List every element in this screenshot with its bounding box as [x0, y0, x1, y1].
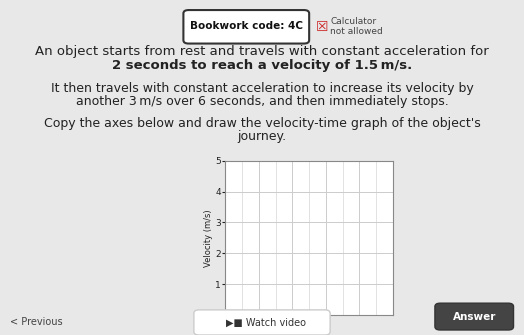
Text: Calculator: Calculator [330, 17, 376, 26]
Text: another 3 m/s over 6 seconds, and then immediately stops.: another 3 m/s over 6 seconds, and then i… [75, 95, 449, 108]
Text: journey.: journey. [237, 130, 287, 143]
Text: 2 seconds to reach a velocity of 1.5 m/s.: 2 seconds to reach a velocity of 1.5 m/s… [112, 59, 412, 72]
Text: An object starts from rest and travels with constant acceleration for: An object starts from rest and travels w… [35, 46, 489, 58]
Text: ☒: ☒ [315, 20, 328, 35]
Text: Answer: Answer [453, 312, 496, 322]
Text: not allowed: not allowed [330, 27, 383, 36]
Y-axis label: Velocity (m/s): Velocity (m/s) [204, 209, 213, 267]
Text: It then travels with constant acceleration to increase its velocity by: It then travels with constant accelerati… [51, 82, 473, 95]
Text: Copy the axes below and draw the velocity-time graph of the object's: Copy the axes below and draw the velocit… [43, 118, 481, 130]
Text: < Previous: < Previous [10, 317, 63, 327]
Text: Bookwork code: 4C: Bookwork code: 4C [190, 21, 303, 31]
Text: ▶■ Watch video: ▶■ Watch video [226, 317, 305, 327]
